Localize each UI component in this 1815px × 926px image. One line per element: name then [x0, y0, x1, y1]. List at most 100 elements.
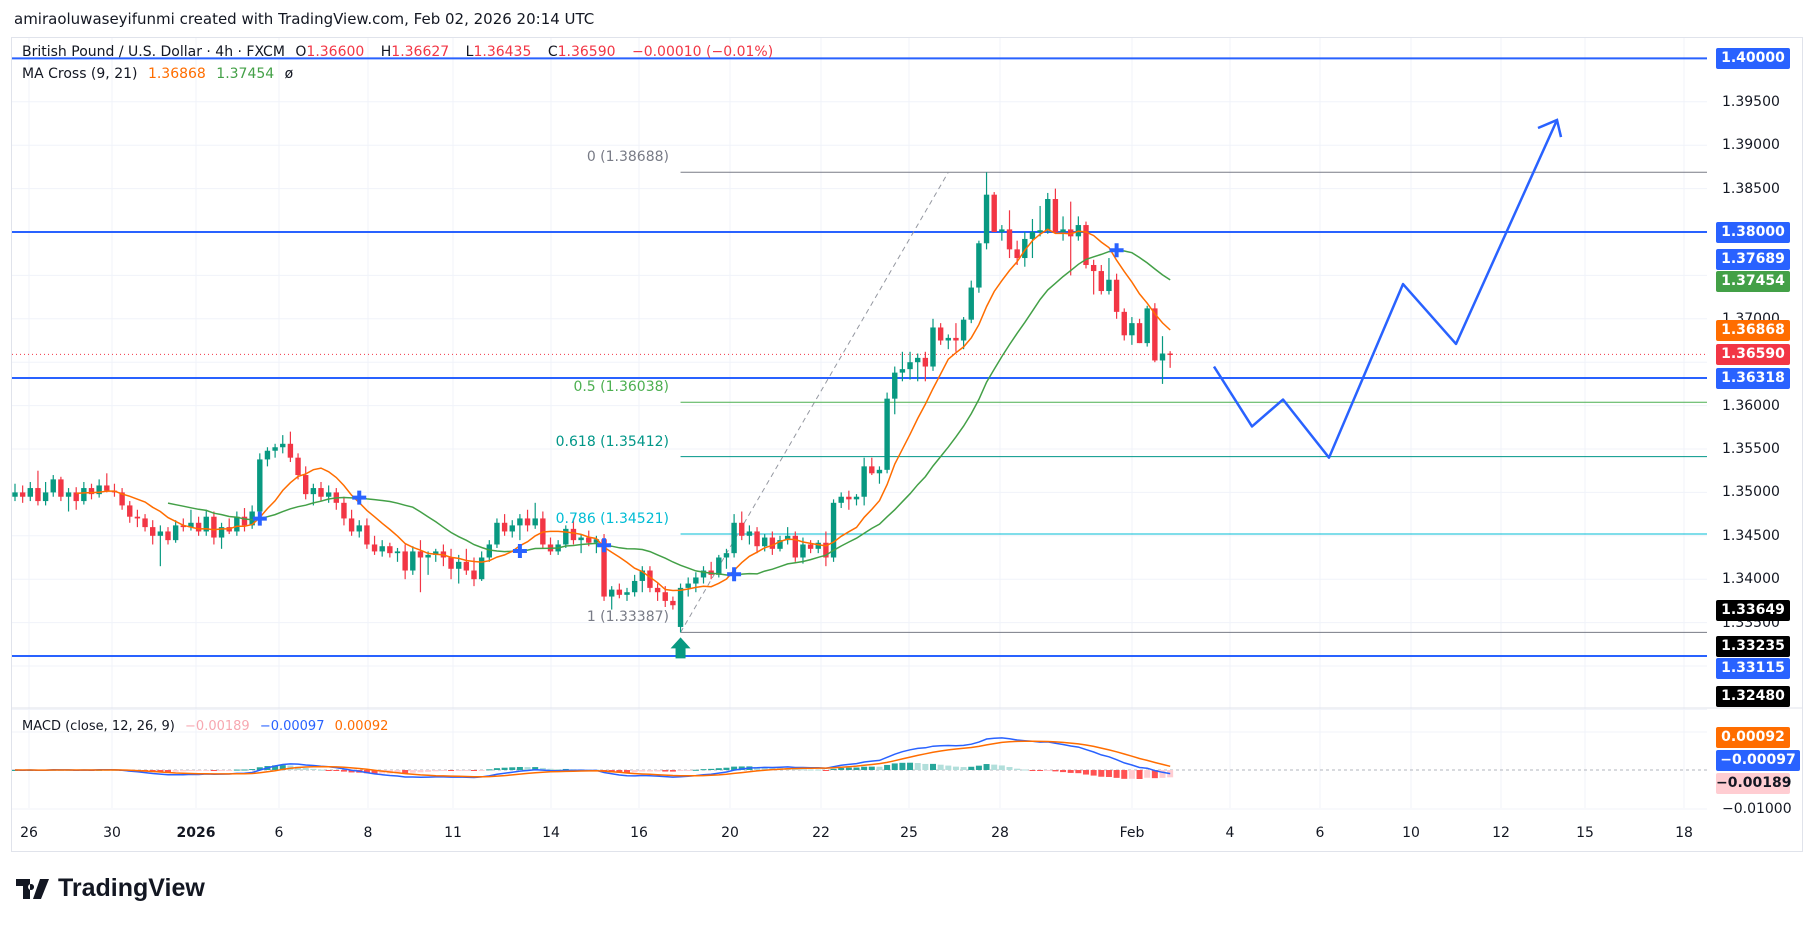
macd-histogram-bar	[838, 767, 845, 770]
macd-histogram-bar	[1159, 770, 1166, 778]
candle-up	[983, 194, 990, 244]
macd-histogram-bar	[1021, 769, 1028, 771]
macd-histogram-bar	[509, 767, 516, 770]
price-badge: 1.40000	[1716, 48, 1790, 70]
ma-slow-value: 1.37454	[216, 66, 275, 82]
time-tick-label: 20	[721, 825, 739, 841]
time-tick-label: 14	[542, 825, 560, 841]
candle-up	[700, 570, 707, 578]
macd-histogram-bar	[738, 766, 745, 770]
candle-up	[723, 553, 730, 558]
macd-histogram-bar	[624, 770, 630, 773]
macd-histogram-bar	[340, 770, 347, 772]
candle-down	[73, 492, 79, 502]
candle-up	[784, 535, 791, 541]
macd-histogram-bar	[731, 766, 738, 770]
price-tick-label: 1.34500	[1722, 527, 1780, 544]
price-badge: 1.37454	[1716, 270, 1790, 292]
macd-histogram-bar	[891, 763, 898, 770]
price-badge: 1.37689	[1716, 248, 1790, 270]
macd-histogram-bar	[203, 770, 210, 771]
macd-histogram-bar	[249, 769, 256, 771]
ma-title[interactable]: MA Cross (9, 21)	[22, 66, 138, 82]
ma-legend: MA Cross (9, 21) 1.36868 1.37454 ø	[22, 66, 299, 82]
candle-up	[1159, 353, 1166, 361]
symbol-title[interactable]: British Pound / U.S. Dollar · 4h · FXCM	[22, 44, 285, 60]
macd-line-value: −0.00097	[259, 719, 325, 734]
candle-down	[134, 516, 141, 519]
macd-histogram-bar	[325, 770, 332, 771]
macd-histogram-bar	[532, 767, 539, 770]
macd-histogram-bar	[440, 770, 447, 771]
time-tick-label: 12	[1492, 825, 1510, 841]
tradingview-logo[interactable]: TradingView	[16, 874, 205, 903]
macd-histogram-bar	[662, 770, 669, 772]
macd-histogram-bar	[394, 770, 401, 774]
macd-histogram-bar	[425, 770, 432, 772]
candle-down	[792, 535, 798, 558]
candle-down	[846, 496, 852, 500]
tradingview-logo-icon	[16, 878, 49, 899]
candle-down	[211, 516, 217, 538]
ma-cross-marker	[727, 567, 742, 582]
macd-histogram-bar	[677, 770, 684, 772]
macd-histogram-bar	[218, 770, 225, 771]
time-tick-label: 16	[630, 825, 648, 841]
candle-down	[937, 327, 944, 341]
macd-histogram-bar	[455, 770, 462, 771]
macd-histogram-bar	[180, 770, 187, 772]
candle-down	[1167, 353, 1173, 356]
candle-up	[517, 518, 523, 526]
candle-up	[325, 492, 332, 497]
candle-up	[639, 570, 645, 581]
macd-histogram-bar	[493, 768, 500, 770]
macd-tick-label: −0.01000	[1722, 801, 1792, 817]
ma-cross-marker	[597, 538, 612, 553]
candle-up	[815, 542, 821, 549]
candle-down	[1136, 323, 1143, 344]
candle-up	[563, 528, 569, 545]
macd-histogram-bar	[471, 770, 477, 771]
macd-histogram-bar	[547, 768, 554, 770]
visibility-icon[interactable]: ø	[284, 66, 294, 82]
candle-up	[930, 327, 936, 367]
candle-up	[999, 229, 1005, 232]
ma-cross-marker	[352, 490, 367, 505]
fib-level-label: 0 (1.38688)	[586, 149, 669, 166]
macd-histogram-bar	[555, 769, 562, 771]
price-badge: 1.38000	[1716, 222, 1790, 243]
macd-histogram-bar	[884, 764, 891, 770]
macd-histogram-bar	[799, 769, 806, 771]
candle-down	[1006, 229, 1013, 250]
time-tick-label: 15	[1576, 825, 1594, 841]
candle-up	[631, 580, 638, 593]
macd-histogram-bar	[922, 763, 929, 770]
candle-down	[1121, 311, 1127, 336]
macd-histogram-bar	[861, 766, 868, 770]
candle-up	[257, 459, 263, 512]
candle-up	[685, 583, 691, 588]
macd-histogram-bar	[876, 766, 883, 770]
macd-histogram-bar	[233, 769, 240, 771]
candle-up	[27, 488, 33, 497]
candle-up	[478, 557, 485, 580]
candle-up	[1022, 238, 1028, 259]
macd-title[interactable]: MACD (close, 12, 26, 9)	[22, 719, 175, 734]
candle-up	[899, 369, 906, 373]
candle-up	[907, 362, 913, 370]
candle-up	[915, 357, 921, 363]
fib-trend-line	[680, 172, 949, 633]
macd-signal-value: 0.00092	[334, 719, 389, 734]
change-value: −0.00010 (−0.01%)	[631, 44, 774, 60]
candle-down	[1052, 199, 1059, 232]
candle-up	[272, 447, 278, 451]
candle-up	[884, 398, 890, 470]
close-label: C	[547, 44, 558, 60]
candle-up	[746, 531, 753, 536]
time-tick-label: 4	[1225, 825, 1235, 841]
macd-histogram-bar	[715, 768, 722, 770]
macd-histogram-bar	[792, 769, 799, 771]
candle-up	[50, 479, 56, 493]
candle-down	[287, 443, 294, 458]
